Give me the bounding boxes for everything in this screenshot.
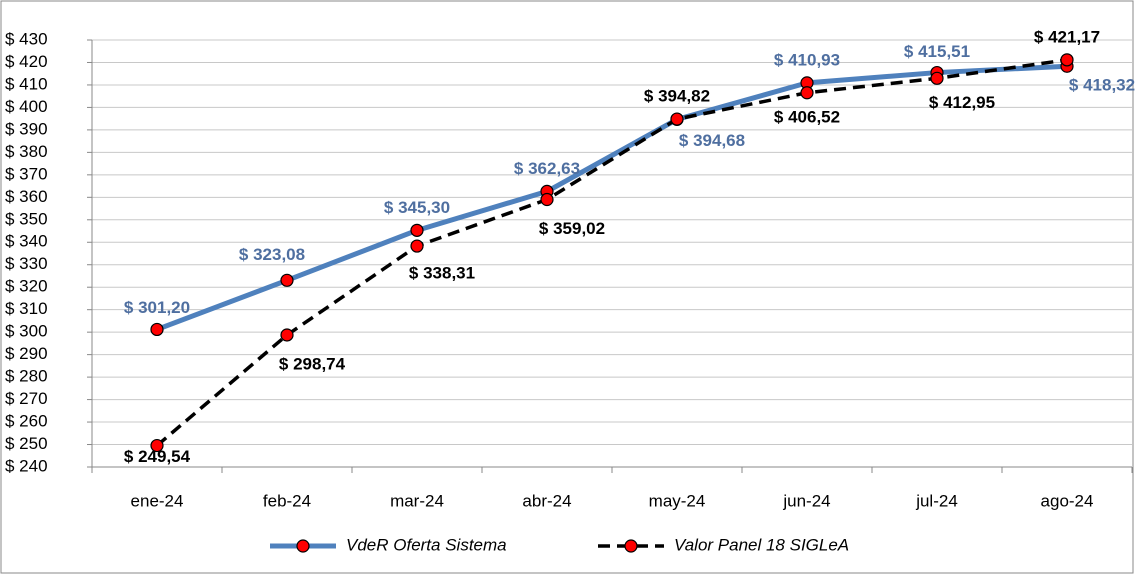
y-tick-label: $ 370	[5, 164, 48, 183]
value-label: $ 418,32	[1069, 76, 1135, 95]
x-tick-label: mar-24	[390, 491, 444, 510]
y-tick-label: $ 360	[5, 187, 48, 206]
x-tick-label: feb-24	[263, 491, 311, 510]
x-tick-label: abr-24	[522, 491, 571, 510]
value-label: $ 421,17	[1034, 27, 1100, 46]
series-line	[155, 58, 1068, 447]
legend-marker	[296, 539, 310, 553]
y-tick-label: $ 420	[5, 52, 48, 71]
value-label: $ 359,02	[539, 219, 605, 238]
point	[150, 322, 164, 337]
x-tick-label: ago-24	[1041, 491, 1094, 510]
value-label: $ 406,52	[774, 107, 840, 126]
y-tick-label: $ 300	[5, 322, 48, 341]
y-tick-label: $ 350	[5, 209, 48, 228]
point	[150, 438, 164, 453]
value-label: $ 338,31	[409, 264, 475, 283]
value-label: $ 410,93	[774, 50, 840, 69]
legend-label: Valor Panel 18 SIGLeA	[674, 535, 849, 554]
x-tick-label: jul-24	[915, 491, 958, 510]
x-tick-label: ene-24	[131, 491, 184, 510]
y-tick-label: $ 380	[5, 142, 48, 161]
point	[410, 223, 424, 237]
point	[280, 273, 294, 287]
y-tick-label: $ 330	[5, 254, 48, 273]
point	[540, 192, 554, 207]
value-label: $ 394,68	[679, 131, 745, 150]
point	[800, 86, 814, 100]
series-line	[156, 63, 1068, 332]
y-tick-label: $ 400	[5, 97, 48, 116]
point	[280, 328, 294, 342]
value-label: $ 412,95	[929, 93, 995, 112]
value-label: $ 301,20	[124, 298, 190, 317]
point	[1060, 53, 1074, 67]
y-tick-label: $ 260	[5, 412, 48, 431]
point	[930, 71, 944, 85]
y-tick-label: $ 340	[5, 232, 48, 251]
y-tick-label: $ 320	[5, 277, 48, 296]
x-tick-label: jun-24	[782, 491, 830, 510]
y-tick-label: $ 430	[5, 29, 48, 48]
value-label: $ 415,51	[904, 42, 970, 61]
value-label: $ 345,30	[384, 198, 450, 217]
legend-label: VdeR Oferta Sistema	[346, 535, 507, 554]
point	[670, 112, 684, 126]
legend-marker	[624, 539, 638, 553]
y-tick-label: $ 390	[5, 119, 48, 138]
point	[410, 239, 424, 253]
y-tick-label: $ 240	[5, 456, 48, 475]
y-tick-label: $ 280	[5, 367, 48, 386]
y-tick-label: $ 310	[5, 299, 48, 318]
x-tick-label: may-24	[649, 491, 706, 510]
y-tick-label: $ 270	[5, 389, 48, 408]
value-label: $ 323,08	[239, 245, 305, 264]
value-label: $ 249,54	[124, 447, 191, 466]
value-label: $ 362,63	[514, 159, 580, 178]
value-label: $ 298,74	[279, 354, 346, 373]
y-tick-label: $ 410	[5, 74, 48, 93]
y-tick-label: $ 290	[5, 344, 48, 363]
value-label: $ 394,82	[644, 87, 710, 106]
y-tick-label: $ 250	[5, 434, 48, 453]
